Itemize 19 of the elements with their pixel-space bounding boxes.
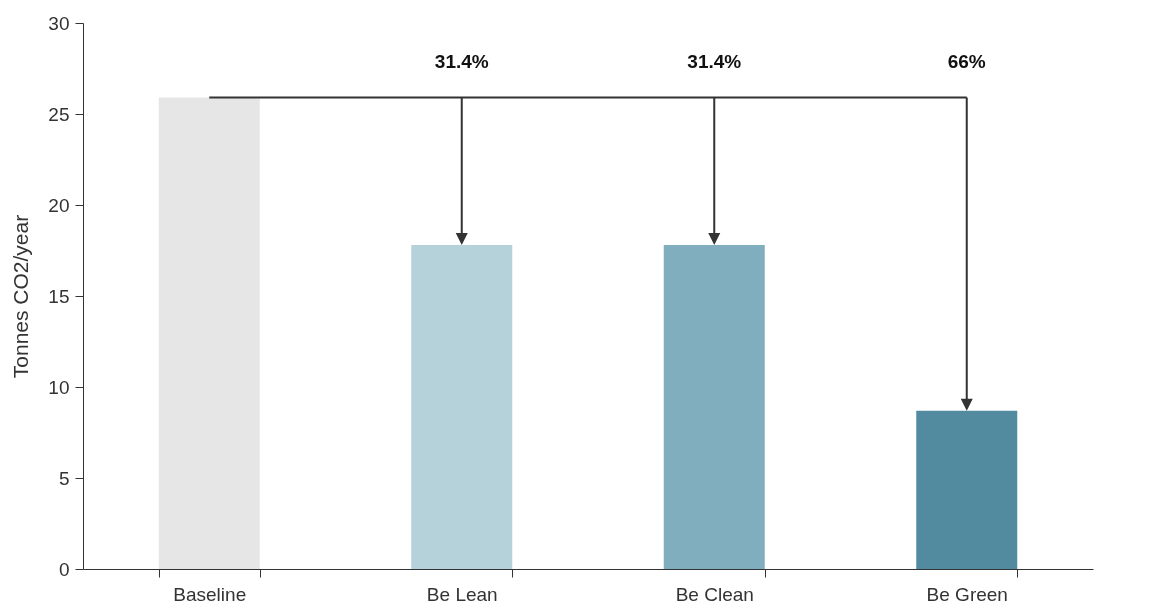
bar <box>916 410 1018 569</box>
y-tick-label: 15 <box>48 285 70 307</box>
y-tick-label: 10 <box>48 376 70 398</box>
y-tick-label: 30 <box>48 12 70 34</box>
y-tick-label: 20 <box>48 194 70 216</box>
annotation: 66% <box>947 50 986 72</box>
y-tick-label: 25 <box>48 103 70 125</box>
bar <box>663 245 765 569</box>
annotation: 31.4% <box>434 50 489 72</box>
x-tick-label: Be Lean <box>426 583 498 605</box>
y-tick-label: 0 <box>58 558 70 580</box>
x-tick-label: Be Green <box>926 583 1008 605</box>
y-axis-title: Tonnes CO2/year <box>9 214 33 379</box>
x-tick-label: Be Clean <box>675 583 754 605</box>
y-tick-label: 5 <box>58 467 70 489</box>
annotation: 31.4% <box>687 50 742 72</box>
bar <box>411 245 513 569</box>
x-tick-label: Baseline <box>173 583 247 605</box>
bar <box>158 97 260 569</box>
